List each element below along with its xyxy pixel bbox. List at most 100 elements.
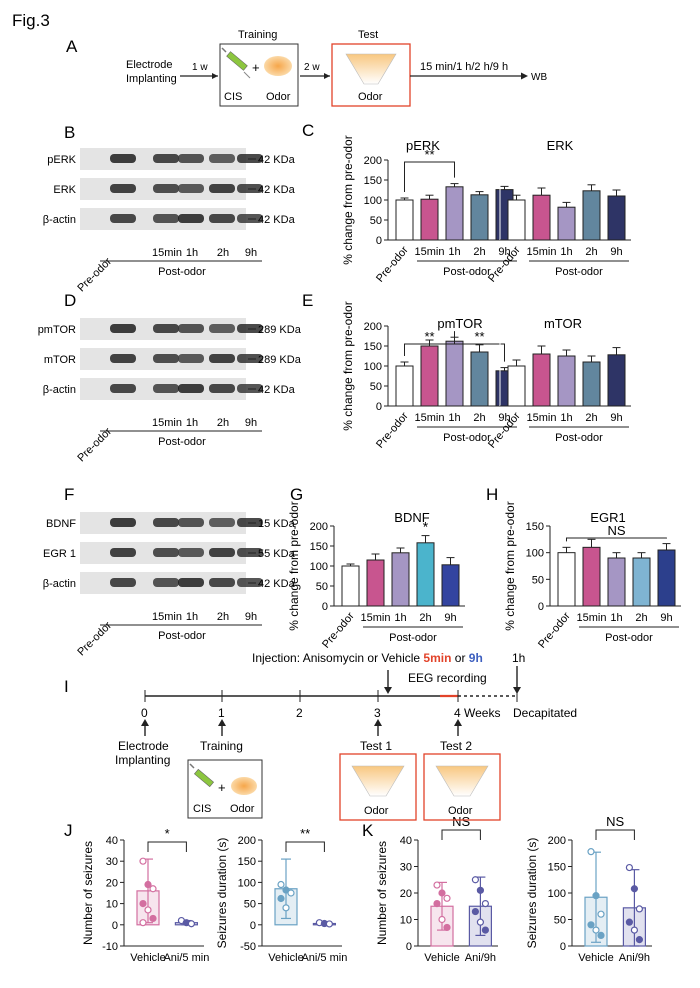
bar	[582, 361, 601, 407]
x-tick-label: Ani/9h	[619, 952, 650, 964]
x-tick-label: Vehicle	[268, 952, 303, 964]
y-tick-label: 20	[400, 888, 412, 900]
x-tick-label: Vehicle	[130, 952, 165, 964]
y-axis-label: Number of seizures	[81, 841, 95, 945]
blot-row-label: EGR 1	[43, 548, 76, 560]
significance-bracket	[595, 829, 635, 840]
blot-band	[209, 184, 235, 193]
y-tick-label: 200	[364, 155, 382, 167]
timeline-test1-odor: Odor	[364, 805, 389, 817]
blot-band	[178, 518, 204, 527]
tick-0: 0	[141, 706, 148, 720]
x-tick-label: 9h	[610, 412, 622, 424]
timeline-cone-2-icon	[435, 765, 489, 797]
blot-band	[209, 548, 235, 557]
y-tick-label: 50	[554, 915, 566, 927]
significance-mark: NS	[452, 814, 470, 829]
data-point	[187, 920, 195, 928]
blot-band	[153, 354, 179, 363]
y-axis-label: % change from pre-odor	[287, 501, 301, 630]
panel-label-i: I	[64, 677, 69, 696]
y-tick-label: 30	[106, 856, 118, 868]
data-point	[597, 910, 605, 918]
blot-row-label: pmTOR	[38, 324, 76, 336]
timepoints-label: 15 min/1 h/2 h/9 h	[420, 61, 508, 73]
x-tick-label-preodor: Pre-odor	[320, 610, 357, 651]
y-tick-label: 200	[548, 835, 566, 847]
decapitated-label: Decapitated	[513, 706, 577, 720]
x-tick-label-preodor: Pre-odor	[374, 410, 411, 451]
panel-label-g: G	[290, 485, 303, 504]
post-odor-label: Post-odor	[158, 266, 206, 278]
post-odor-label: Post-odor	[158, 630, 206, 642]
bar	[470, 194, 489, 241]
significance-mark: NS	[607, 523, 625, 538]
bar	[557, 355, 576, 407]
data-point	[433, 881, 441, 889]
data-point	[144, 906, 152, 914]
blot-band	[153, 184, 179, 193]
bar	[420, 198, 439, 241]
bar	[532, 194, 551, 241]
blot-band	[178, 214, 204, 223]
blot-band	[110, 548, 136, 557]
y-tick-label: 50	[370, 215, 382, 227]
panel-label-e: E	[302, 291, 313, 310]
data-point	[149, 914, 157, 923]
data-point	[625, 918, 634, 926]
chart-title: pERK	[406, 138, 440, 153]
y-axis-label: % change from pre-odor	[503, 501, 517, 630]
x-tick-label: 1h	[448, 246, 460, 258]
kda-label: 55 KDa	[258, 548, 296, 560]
y-tick-label: 10	[400, 915, 412, 927]
data-point	[476, 918, 484, 926]
group-label: Post-odor	[555, 432, 603, 444]
significance-mark: **	[424, 147, 434, 162]
timeline-test2-box	[423, 753, 501, 821]
y-axis-label: Seizures duration (s)	[525, 838, 539, 949]
x-tick-label: 9h	[610, 246, 622, 258]
blot-band	[209, 324, 235, 333]
lane-label: 2h	[217, 247, 229, 259]
y-tick-label: 0	[250, 920, 256, 932]
chart-h-egr1: 0 50 100 150 % change from pre-odor Pre-odor 1…	[503, 501, 681, 651]
y-tick-label: 100	[310, 561, 328, 573]
y-tick-label: 20	[106, 877, 118, 889]
chart-title: EGR1	[590, 510, 625, 525]
blot-band	[209, 384, 235, 393]
blot-band	[153, 324, 179, 333]
data-point	[287, 889, 295, 897]
timeline-i: Injection: Anisomycin or Vehicle 5min or…	[115, 651, 577, 821]
blot-band	[209, 154, 235, 163]
y-tick-label: 40	[106, 835, 118, 847]
data-point	[438, 889, 446, 897]
bar	[607, 195, 626, 241]
panel-label-k: K	[362, 821, 374, 840]
panel-label-d: D	[64, 291, 76, 310]
chart-k-number: 0 10 20 30 40 Number of seizures Vehicle Ani/9h…	[375, 814, 498, 964]
data-point	[592, 892, 600, 900]
blot-band	[178, 578, 204, 587]
panel-label-j: J	[64, 821, 73, 840]
blot-band	[178, 354, 204, 363]
data-point	[471, 907, 479, 916]
wb-label: WB	[531, 72, 547, 83]
significance-mark: *	[165, 826, 170, 841]
x-tick-label: 9h	[498, 246, 510, 258]
data-point	[443, 894, 451, 902]
bar	[470, 351, 489, 407]
blot-band	[209, 214, 235, 223]
figure-title: Fig.3	[12, 11, 50, 30]
y-tick-label: 50	[316, 581, 328, 593]
blot-band	[178, 154, 204, 163]
odor-blob-icon	[264, 56, 292, 76]
x-tick-label: 15min	[415, 412, 445, 424]
blot-row-label: β-actin	[43, 214, 76, 226]
blot-band	[153, 384, 179, 393]
data-point	[625, 863, 634, 872]
test-title: Test	[358, 29, 378, 41]
data-point	[277, 894, 285, 903]
chart-j-duration: -50 0 50 100 150 200 Seizures duration (s) Vehi…	[215, 826, 347, 964]
